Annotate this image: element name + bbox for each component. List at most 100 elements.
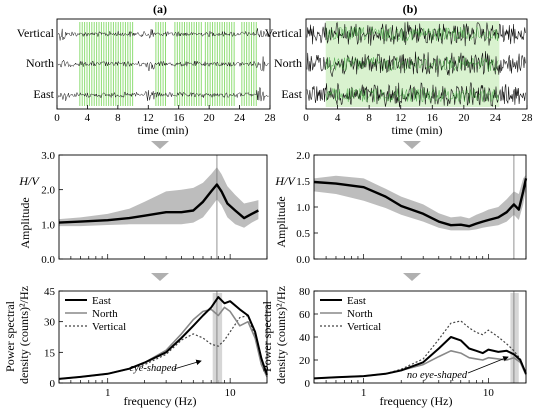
annotation-arrow-a [173, 359, 202, 370]
plot-frame [58, 154, 268, 260]
x-tick-label: 0 [303, 112, 309, 124]
y-tick-label: 0 [50, 378, 56, 390]
highlight-band [510, 293, 519, 383]
hv-chart-b: 0.0 0.5 1.0 1.5 2.0 H/V Amplitude [274, 150, 528, 266]
highlight-band [212, 293, 223, 383]
x-tick-label: 4 [335, 112, 341, 124]
y-tick-label: 3.0 [41, 150, 55, 162]
trace-vertical [306, 21, 526, 47]
trace-window-vertical [325, 26, 499, 42]
legend-label-east: East [92, 295, 111, 307]
down-arrow-icon-b2 [403, 273, 421, 281]
x-tick-label: 1 [361, 387, 367, 399]
ylabel-psd-b: Power spectral density (counts)²/Hz [260, 286, 288, 384]
plot-frame [58, 290, 268, 384]
ylabel-psd-a-line1: Power spectral [3, 300, 17, 372]
hv-mean-line [313, 178, 528, 228]
x-tick-label: 16 [173, 112, 185, 124]
ylabel-psd-b-line2: density (counts)²/Hz [274, 286, 288, 384]
y-tick-label: 2.0 [41, 185, 55, 197]
y-tick-label: 45 [44, 286, 56, 298]
legend-label-east: East [347, 295, 366, 307]
xlabel-frequency-b: frequency (Hz) [380, 394, 453, 408]
series-east [58, 296, 268, 380]
y-tick-label: 30 [44, 317, 56, 329]
annotation-arrow-b [467, 356, 509, 374]
hv-label-a: H/V [18, 174, 40, 188]
xlabel-frequency-a: frequency (Hz) [124, 394, 197, 408]
x-tick-label: 12 [395, 112, 406, 124]
ylabel-psd-b-line1: Power spectral [260, 300, 274, 372]
std-band [59, 167, 259, 228]
time-ticks-b: 0 4 8 12 16 20 24 28 [303, 105, 533, 124]
channel-label-north-b: North [274, 56, 302, 70]
legend-label-vertical: Vertical [92, 321, 126, 333]
trace-north [306, 51, 526, 77]
y-tick-label: 1.5 [296, 176, 310, 188]
channel-label-east-a: East [33, 87, 54, 101]
trace-east [57, 87, 269, 102]
ylabel-psd-a-line2: density (counts)²/Hz [17, 286, 31, 384]
down-arrow-icon-a1 [151, 141, 169, 149]
x-tick-label: 4 [85, 112, 91, 124]
channel-label-vertical-a: Vertical [17, 26, 55, 40]
y-tick-label: 0 [305, 378, 311, 390]
hv-plot-a: 0.0 1.0 2.0 3.0 [41, 150, 268, 266]
y-tick-label: 1.0 [41, 219, 55, 231]
x-tick-label: 12 [143, 112, 154, 124]
timeseries-a: Vertical North East 0 4 8 12 16 20 24 28 time (… [17, 18, 277, 137]
std-band [314, 174, 526, 231]
x-tick-label: 10 [483, 387, 495, 399]
y-tick-label: 40 [299, 332, 311, 344]
down-arrow-icon-b1 [403, 141, 421, 149]
y-tick-label: 0.0 [41, 254, 55, 266]
down-arrow-icon-a2 [151, 273, 169, 281]
hv-chart-a: 0.0 1.0 2.0 3.0 H/V Amplitude [18, 150, 268, 266]
channel-label-north-a: North [26, 56, 54, 70]
series-east [313, 336, 527, 380]
x-tick-label: 0 [54, 112, 60, 124]
x-tick-label: 10 [225, 387, 237, 399]
x-tick-label: 28 [522, 112, 534, 124]
x-tick-label: 8 [366, 112, 372, 124]
hv-plot-b: 0.0 0.5 1.0 1.5 2.0 [296, 150, 528, 266]
y-tick-label: 80 [299, 286, 311, 298]
hv-label-b: H/V [274, 174, 296, 188]
ylabel-amplitude-a: Amplitude [18, 197, 32, 248]
x-tick-label: 24 [234, 112, 246, 124]
trace-window-east [325, 87, 499, 103]
legend-label-north: North [347, 308, 373, 320]
legend-label-north: North [92, 308, 118, 320]
y-tick-label: 2.0 [296, 150, 310, 162]
trace-window-north [325, 56, 499, 72]
y-tick-label: 0.5 [296, 228, 310, 240]
trace-east [306, 82, 526, 108]
channel-label-east-b: East [281, 87, 302, 101]
x-tick-label: 24 [490, 112, 502, 124]
xlabel-time-a: time (min) [138, 123, 189, 137]
trace-vertical [57, 28, 269, 41]
channel-label-vertical-b: Vertical [265, 26, 303, 40]
y-tick-label: 15 [44, 347, 56, 359]
x-tick-label: 1 [105, 387, 111, 399]
plot-frame [313, 154, 527, 260]
annotation-no-eye-shaped: no eye-shaped [407, 370, 468, 381]
timeseries-b: Vertical North East 0 4 8 12 16 20 24 28 time (… [265, 18, 533, 137]
traces-b [306, 21, 526, 108]
frame-timeseries-a [56, 18, 271, 110]
legend-label-vertical: Vertical [347, 321, 381, 333]
panel-label-a: (a) [153, 2, 167, 16]
y-tick-label: 1.0 [296, 202, 310, 214]
annotation-eye-shaped: eye-shaped [129, 363, 177, 374]
y-tick-label: 0.0 [296, 254, 310, 266]
ylabel-psd-a: Power spectral density (counts)²/Hz [3, 286, 31, 384]
x-tick-label: 16 [427, 112, 439, 124]
hv-mean-line [58, 183, 259, 224]
frame-timeseries-b [305, 18, 528, 110]
x-tick-label: 28 [265, 112, 277, 124]
